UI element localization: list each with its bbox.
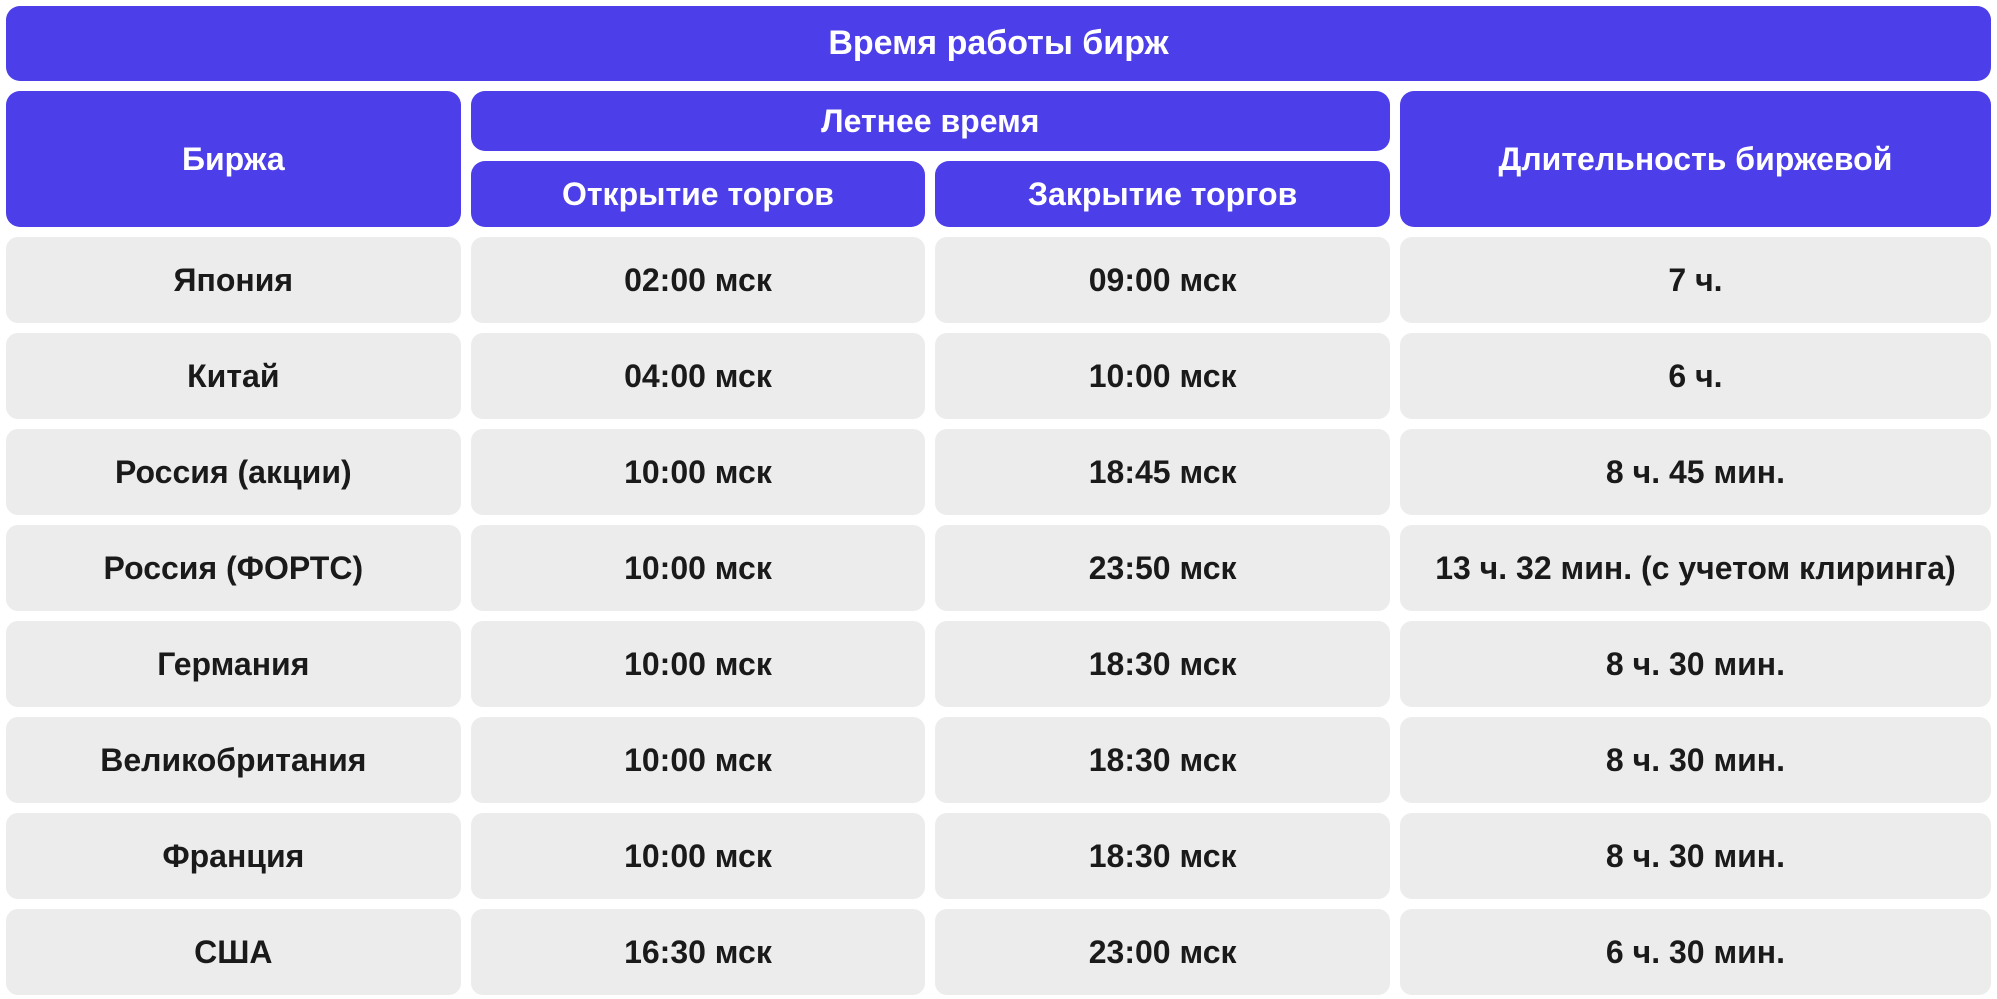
cell-duration: 8 ч. 30 мин. bbox=[1400, 813, 1991, 899]
cell-open: 10:00 мск bbox=[471, 525, 926, 611]
cell-exchange: Германия bbox=[6, 621, 461, 707]
cell-duration: 8 ч. 30 мин. bbox=[1400, 621, 1991, 707]
header-exchange: Биржа bbox=[6, 91, 461, 227]
cell-close: 18:30 мск bbox=[935, 621, 1390, 707]
cell-exchange: Япония bbox=[6, 237, 461, 323]
cell-open: 10:00 мск bbox=[471, 717, 926, 803]
cell-open: 10:00 мск bbox=[471, 621, 926, 707]
cell-open: 16:30 мск bbox=[471, 909, 926, 995]
cell-close: 18:45 мск bbox=[935, 429, 1390, 515]
cell-duration: 8 ч. 30 мин. bbox=[1400, 717, 1991, 803]
header-open: Открытие торгов bbox=[471, 161, 926, 227]
cell-exchange: Франция bbox=[6, 813, 461, 899]
cell-open: 10:00 мск bbox=[471, 813, 926, 899]
cell-exchange: Россия (акции) bbox=[6, 429, 461, 515]
cell-exchange: Россия (ФОРТС) bbox=[6, 525, 461, 611]
cell-duration: 6 ч. 30 мин. bbox=[1400, 909, 1991, 995]
cell-close: 23:50 мск bbox=[935, 525, 1390, 611]
cell-open: 10:00 мск bbox=[471, 429, 926, 515]
cell-exchange: Китай bbox=[6, 333, 461, 419]
cell-open: 02:00 мск bbox=[471, 237, 926, 323]
table-title: Время работы бирж bbox=[6, 6, 1991, 81]
cell-duration: 6 ч. bbox=[1400, 333, 1991, 419]
cell-exchange: Великобритания bbox=[6, 717, 461, 803]
cell-close: 18:30 мск bbox=[935, 813, 1390, 899]
cell-close: 18:30 мск bbox=[935, 717, 1390, 803]
cell-exchange: США bbox=[6, 909, 461, 995]
header-summer: Летнее время bbox=[471, 91, 1390, 151]
cell-duration: 7 ч. bbox=[1400, 237, 1991, 323]
header-close: Закрытие торгов bbox=[935, 161, 1390, 227]
table-body: Япония 02:00 мск 09:00 мск 7 ч. Китай 04… bbox=[6, 237, 1991, 995]
cell-close: 23:00 мск bbox=[935, 909, 1390, 995]
cell-close: 09:00 мск bbox=[935, 237, 1390, 323]
exchange-hours-table: Время работы бирж Биржа Летнее время Отк… bbox=[6, 6, 1991, 995]
cell-close: 10:00 мск bbox=[935, 333, 1390, 419]
cell-open: 04:00 мск bbox=[471, 333, 926, 419]
header-duration: Длительность биржевой bbox=[1400, 91, 1991, 227]
table-header: Биржа Летнее время Открытие торгов Закры… bbox=[6, 91, 1991, 227]
cell-duration: 8 ч. 45 мин. bbox=[1400, 429, 1991, 515]
cell-duration: 13 ч. 32 мин. (с учетом клиринга) bbox=[1400, 525, 1991, 611]
